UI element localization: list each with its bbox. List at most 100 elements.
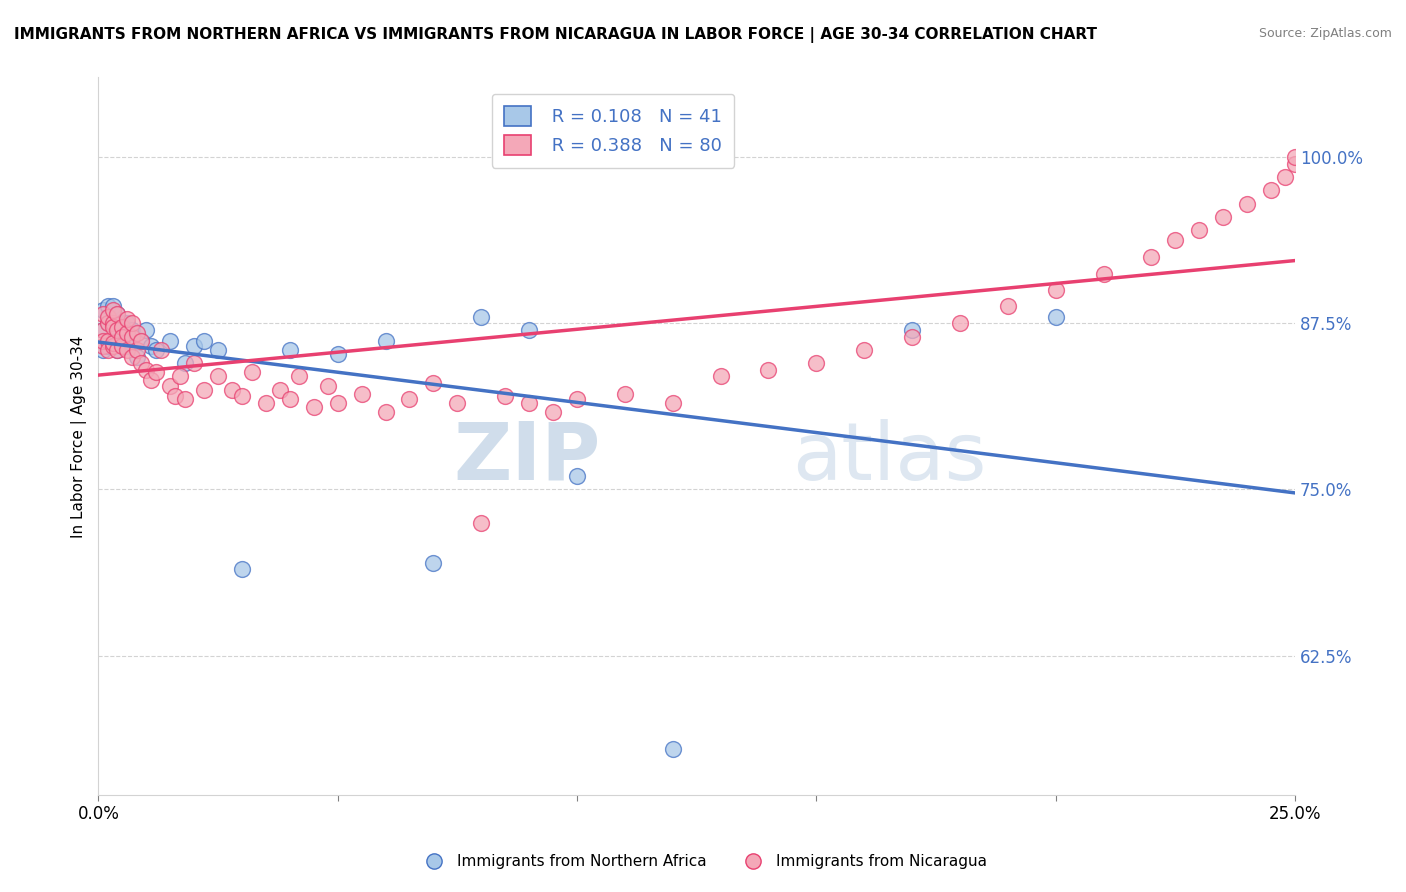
Point	[107, 323, 129, 337]
Point	[193, 383, 215, 397]
Point	[806, 356, 828, 370]
Point	[207, 343, 229, 357]
Point	[1045, 283, 1067, 297]
Point	[661, 396, 683, 410]
Point	[470, 310, 492, 324]
Point	[1092, 267, 1115, 281]
Point	[1188, 223, 1211, 237]
Point	[169, 369, 191, 384]
Point	[115, 326, 138, 340]
Point	[101, 336, 124, 351]
Point	[661, 741, 683, 756]
Point	[121, 350, 143, 364]
Point	[115, 334, 138, 348]
Point	[207, 369, 229, 384]
Point	[446, 396, 468, 410]
Point	[422, 376, 444, 390]
Point	[125, 343, 148, 357]
Point	[101, 339, 124, 353]
Point	[107, 307, 129, 321]
Point	[269, 383, 291, 397]
Point	[131, 334, 153, 348]
Point	[145, 343, 167, 357]
Point	[121, 323, 143, 337]
Point	[111, 336, 134, 351]
Point	[101, 336, 124, 351]
Point	[240, 366, 263, 380]
Point	[111, 329, 134, 343]
Point	[1260, 183, 1282, 197]
Point	[183, 339, 205, 353]
Point	[565, 469, 588, 483]
Point	[91, 339, 114, 353]
Point	[101, 303, 124, 318]
Point	[115, 339, 138, 353]
Point	[91, 307, 114, 321]
Point	[1284, 150, 1306, 164]
Point	[1045, 310, 1067, 324]
Point	[125, 326, 148, 340]
Point	[107, 323, 129, 337]
Legend: Immigrants from Northern Africa, Immigrants from Nicaragua: Immigrants from Northern Africa, Immigra…	[413, 848, 993, 875]
Point	[101, 334, 124, 348]
Point	[97, 343, 120, 357]
Point	[131, 334, 153, 348]
Point	[374, 405, 396, 419]
Point	[758, 363, 780, 377]
Point	[97, 310, 120, 324]
Text: IMMIGRANTS FROM NORTHERN AFRICA VS IMMIGRANTS FROM NICARAGUA IN LABOR FORCE | AG: IMMIGRANTS FROM NORTHERN AFRICA VS IMMIG…	[14, 27, 1097, 43]
Point	[91, 303, 114, 318]
Point	[901, 329, 924, 343]
Point	[470, 516, 492, 530]
Point	[107, 307, 129, 321]
Point	[121, 329, 143, 343]
Point	[135, 363, 157, 377]
Point	[613, 386, 636, 401]
Point	[135, 323, 157, 337]
Point	[173, 356, 195, 370]
Point	[101, 313, 124, 327]
Point	[91, 323, 114, 337]
Point	[159, 334, 181, 348]
Point	[278, 392, 301, 406]
Point	[221, 383, 243, 397]
Point	[1236, 196, 1258, 211]
Point	[853, 343, 876, 357]
Point	[111, 316, 134, 330]
Point	[193, 334, 215, 348]
Point	[163, 389, 186, 403]
Point	[115, 312, 138, 326]
Point	[97, 339, 120, 353]
Point	[111, 320, 134, 334]
Point	[374, 334, 396, 348]
Point	[91, 343, 114, 357]
Point	[145, 366, 167, 380]
Point	[97, 316, 120, 330]
Point	[97, 334, 120, 348]
Point	[111, 329, 134, 343]
Y-axis label: In Labor Force | Age 30-34: In Labor Force | Age 30-34	[72, 335, 87, 538]
Point	[101, 299, 124, 313]
Point	[101, 316, 124, 330]
Point	[949, 316, 972, 330]
Point	[302, 400, 325, 414]
Point	[101, 320, 124, 334]
Point	[316, 378, 339, 392]
Point	[121, 316, 143, 330]
Point	[139, 339, 162, 353]
Point	[398, 392, 420, 406]
Point	[107, 343, 129, 357]
Legend:  R = 0.108   N = 41,  R = 0.388   N = 80: R = 0.108 N = 41, R = 0.388 N = 80	[492, 94, 734, 168]
Point	[1212, 210, 1234, 224]
Point	[997, 299, 1019, 313]
Point	[173, 392, 195, 406]
Point	[183, 356, 205, 370]
Point	[125, 350, 148, 364]
Point	[1140, 250, 1163, 264]
Point	[115, 343, 138, 357]
Point	[139, 373, 162, 387]
Point	[91, 334, 114, 348]
Point	[91, 323, 114, 337]
Point	[541, 405, 564, 419]
Text: atlas: atlas	[793, 418, 987, 497]
